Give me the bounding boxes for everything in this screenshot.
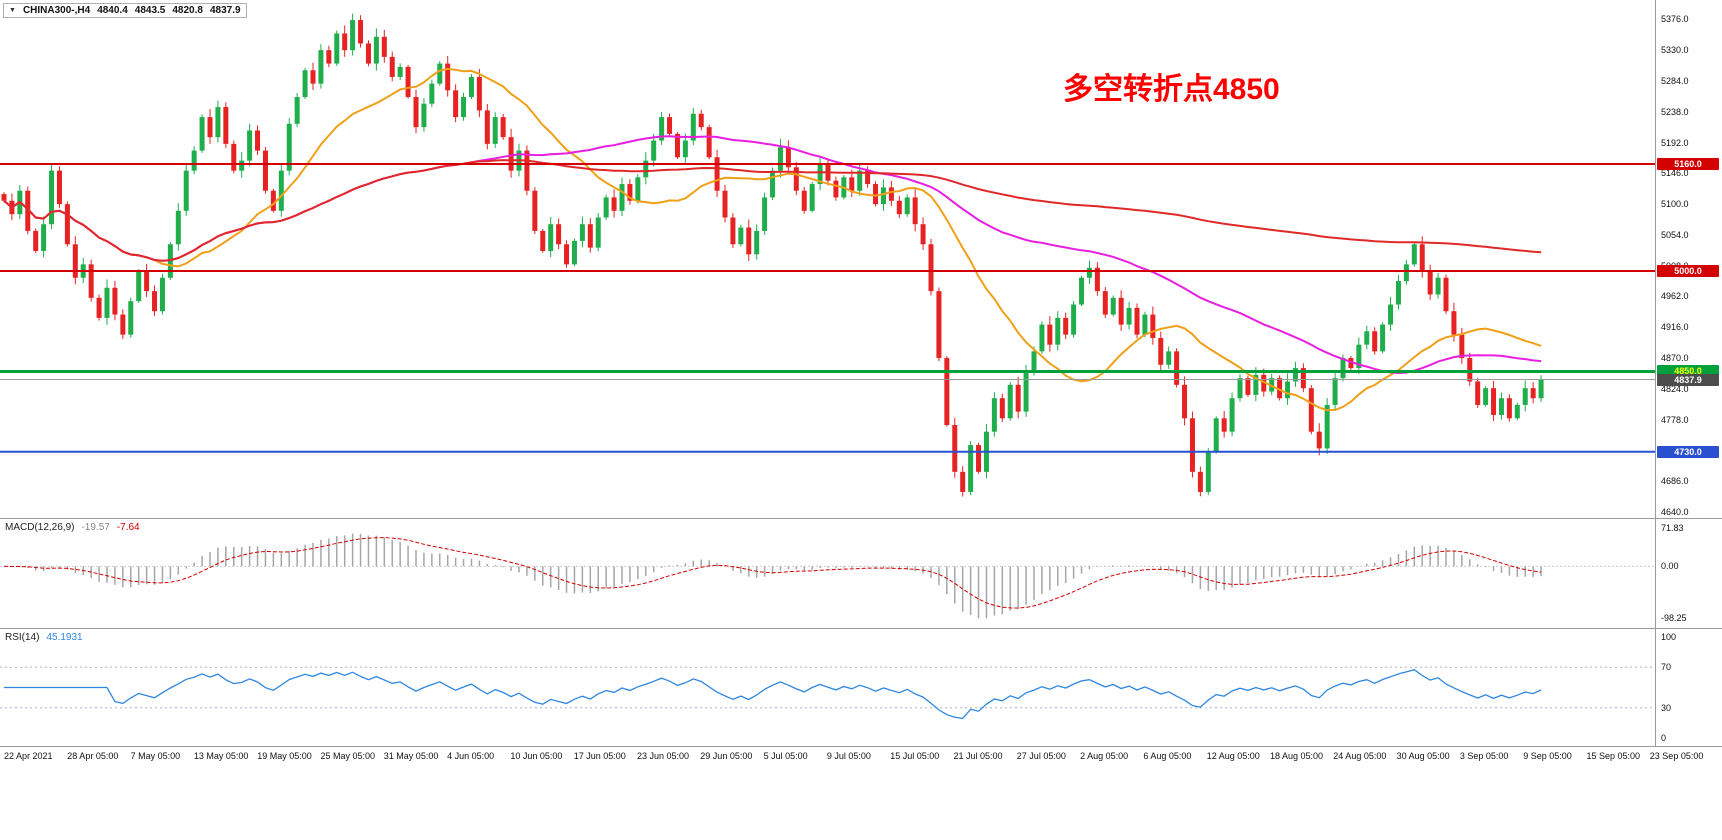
time-axis-label: 15 Jul 05:00 [890, 751, 940, 761]
price-level-tag: 5000.0 [1657, 265, 1719, 278]
price-tick-label: 5146.0 [1661, 168, 1689, 179]
time-axis-label: 28 Apr 05:00 [67, 751, 119, 761]
time-axis-label: 12 Aug 05:00 [1206, 751, 1260, 761]
rsi-axis-label: 0 [1661, 733, 1667, 743]
price-level-tag: 5160.0 [1657, 157, 1719, 170]
time-axis-label: 18 Aug 05:00 [1270, 751, 1324, 761]
time-axis-label: 9 Jul 05:00 [826, 751, 871, 761]
macd-label: MACD(12,26,9) -19.57 -7.64 [5, 522, 140, 533]
price-axis-separator [1655, 0, 1656, 747]
chevron-down-icon[interactable]: ▼ [9, 7, 16, 14]
time-axis-label: 2 Aug 05:00 [1080, 751, 1129, 761]
time-axis-label: 23 Sep 05:00 [1649, 751, 1704, 761]
price-tick-label: 4870.0 [1661, 353, 1689, 364]
price-tick-label: 4778.0 [1661, 414, 1689, 425]
panel-separator [0, 746, 1722, 747]
time-axis-label: 10 Jun 05:00 [510, 751, 563, 761]
time-axis-label: 23 Jun 05:00 [637, 751, 690, 761]
time-axis-label: 6 Aug 05:00 [1143, 751, 1192, 761]
price-tick-label: 4962.0 [1661, 291, 1689, 302]
macd-axis-label: 71.83 [1661, 523, 1684, 534]
ohlc-low: 4820.8 [172, 5, 203, 16]
time-axis-label: 24 Aug 05:00 [1333, 751, 1387, 761]
rsi-axis-label: 70 [1661, 662, 1672, 673]
price-tick-label: 4916.0 [1661, 322, 1689, 333]
panel-separator[interactable] [0, 628, 1722, 629]
rsi-indicator-chart[interactable] [0, 629, 1655, 746]
time-axis-label: 5 Jul 05:00 [763, 751, 808, 761]
time-axis-label: 9 Sep 05:00 [1523, 751, 1572, 761]
time-axis-label: 19 May 05:00 [257, 751, 312, 761]
ohlc-close: 4837.9 [209, 5, 241, 16]
time-axis-label: 25 May 05:00 [320, 751, 376, 761]
current-price-tag: 4837.9 [1657, 373, 1719, 386]
macd-main-value: -19.57 [81, 522, 110, 533]
time-axis-label: 7 May 05:00 [130, 751, 181, 761]
candlestick-chart[interactable] [0, 0, 1655, 518]
ohlc-open: 4840.4 [97, 5, 128, 16]
price-level-tag: 4730.0 [1657, 445, 1719, 458]
rsi-axis-label: 100 [1661, 632, 1677, 642]
price-tick-label: 5100.0 [1661, 199, 1689, 210]
macd-name: MACD(12,26,9) [5, 522, 75, 533]
price-tick-label: 4640.0 [1661, 507, 1689, 517]
time-axis-label: 17 Jun 05:00 [573, 751, 626, 761]
panel-separator[interactable] [0, 518, 1722, 519]
chart-annotation-text: 多空转折点4850 [1063, 73, 1280, 106]
time-axis-label: 15 Sep 05:00 [1586, 751, 1641, 761]
price-tick-label: 5330.0 [1661, 45, 1689, 56]
price-tick-label: 5238.0 [1661, 106, 1689, 117]
symbol-period-label: CHINA300-,H4 [22, 5, 91, 16]
time-axis-label: 22 Apr 2021 [4, 751, 53, 761]
macd-axis-label: 0.00 [1661, 561, 1679, 572]
ohlc-high: 4843.5 [134, 5, 166, 16]
rsi-axis-label: 30 [1661, 702, 1672, 713]
rsi-value: 45.1931 [46, 632, 83, 643]
time-axis-label: 3 Sep 05:00 [1459, 751, 1509, 761]
price-tick-label: 5376.0 [1661, 14, 1689, 25]
rsi-label: RSI(14) 45.1931 [5, 632, 83, 643]
time-axis-label: 29 Jun 05:00 [700, 751, 753, 761]
time-axis-label: 21 Jul 05:00 [953, 751, 1003, 761]
time-axis-label: 31 May 05:00 [383, 751, 439, 761]
time-axis-label: 13 May 05:00 [193, 751, 249, 761]
price-tick-label: 5192.0 [1661, 137, 1689, 148]
price-tick-label: 4686.0 [1661, 476, 1689, 487]
time-axis-label: 4 Jun 05:00 [447, 751, 495, 761]
time-axis-label: 27 Jul 05:00 [1016, 751, 1066, 761]
symbol-info-bar: ▼ CHINA300-,H4 4840.4 4843.5 4820.8 4837… [3, 3, 247, 18]
macd-indicator-chart[interactable] [0, 519, 1655, 628]
rsi-name: RSI(14) [5, 632, 40, 643]
price-tick-label: 5054.0 [1661, 229, 1689, 240]
macd-axis-label: -98.25 [1661, 613, 1687, 624]
price-tick-label: 5284.0 [1661, 75, 1689, 86]
time-axis-label: 30 Aug 05:00 [1396, 751, 1450, 761]
macd-signal-value: -7.64 [116, 522, 140, 533]
price-tick-label: 4824.0 [1661, 383, 1689, 394]
